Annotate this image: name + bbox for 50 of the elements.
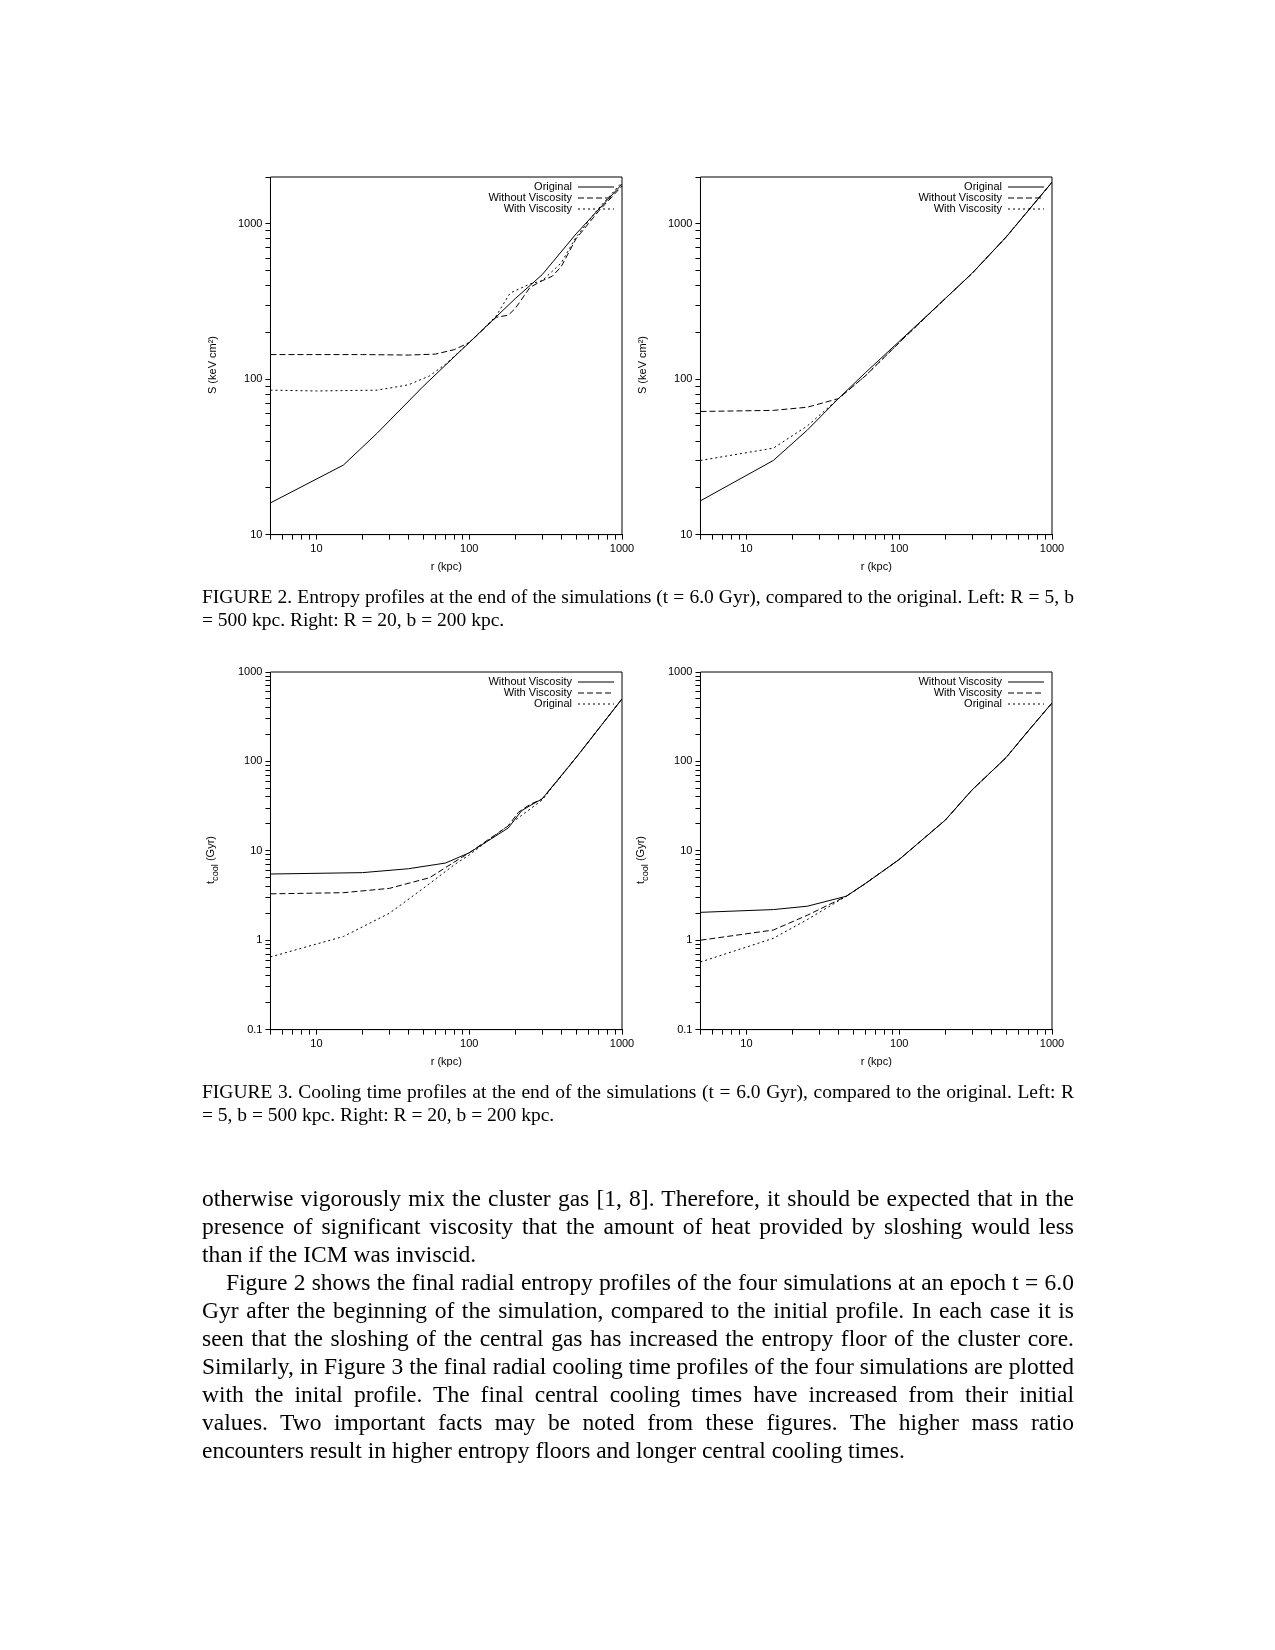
y-axis-title: S (keV cm²) bbox=[636, 335, 648, 395]
y-tick-label: 0.1 bbox=[677, 1022, 693, 1035]
caption: Figure 2 shows the final radial entropy profiles of the four simulations at an epoch t = 6.0 Gyr after the beginning of the simulation, compared to the initial profile. In each case it is seen that the sloshing of the central gas has increased the entropy floor of the cluster core. Similarly, in Figure 3 the final radial cooling time profiles of the four simulations are plotted with the inital profile. The final central cooling times have increased from their initial values. Two important facts may be noted from these figures. The higher mass ratio encounters result in higher entropy floors and longer central cooling times. bbox=[202, 1268, 1074, 1464]
x-tick-label: 10 bbox=[740, 542, 753, 555]
x-tick-label: 10 bbox=[740, 1037, 753, 1050]
x-tick-label: 1000 bbox=[1039, 542, 1065, 555]
x-tick-label: 1000 bbox=[609, 1037, 635, 1050]
y-tick-label: 1 bbox=[686, 933, 693, 946]
caption: FIGURE 2. Entropy profiles at the end of the simulations (t = 6.0 Gyr), compared to the original. Left: R = 5, b = 500 kpc. Right: R = 20, b = 200 kpc. bbox=[202, 585, 1074, 631]
x-axis-title: r (kpc) bbox=[860, 560, 892, 573]
legend-label: With Viscosity bbox=[933, 202, 1003, 215]
x-axis-title: r (kpc) bbox=[430, 1055, 462, 1068]
y-tick-label: 1 bbox=[256, 933, 263, 946]
x-tick-label: 100 bbox=[460, 542, 479, 555]
legend-label: Without Viscosity bbox=[488, 675, 573, 688]
y-tick-label: 1000 bbox=[237, 216, 263, 229]
x-tick-label: 100 bbox=[890, 542, 909, 555]
legend-label: With Viscosity bbox=[503, 202, 573, 215]
y-tick-label: 1000 bbox=[237, 665, 263, 678]
x-tick-label: 10 bbox=[310, 1037, 323, 1050]
y-tick-label: 10 bbox=[250, 843, 263, 856]
text: otherwise vigorously mix the cluster gas [1, 8]. Therefore, it should be expected that in the presence of significant viscosity that the amount of heat provided by sloshing would less than if the ICM was inviscid. bbox=[202, 1184, 1074, 1268]
y-tick-label: 0.1 bbox=[247, 1022, 263, 1035]
x-tick-label: 1000 bbox=[1039, 1037, 1065, 1050]
y-tick-label: 10 bbox=[680, 843, 693, 856]
y-tick-label: 10 bbox=[680, 527, 693, 540]
legend-label: Without Viscosity bbox=[918, 191, 1003, 204]
caption: FIGURE 3. Cooling time profiles at the end of the simulations (t = 6.0 Gyr), compared to the original. Left: R = 5, b = 500 kpc. Right: R = 20, b = 200 kpc. bbox=[202, 1080, 1074, 1126]
x-tick-label: 10 bbox=[310, 542, 323, 555]
y-axis-title: S (keV cm²) bbox=[206, 335, 218, 395]
x-axis-title: r (kpc) bbox=[430, 560, 462, 573]
y-tick-label: 1000 bbox=[667, 216, 693, 229]
y-tick-label: 100 bbox=[244, 372, 263, 385]
x-tick-label: 100 bbox=[460, 1037, 479, 1050]
legend-label: Original bbox=[534, 180, 572, 193]
legend-label: Original bbox=[964, 697, 1002, 710]
x-tick-label: 100 bbox=[890, 1037, 909, 1050]
legend-label: With Viscosity bbox=[503, 686, 573, 699]
legend-label: Original bbox=[964, 180, 1002, 193]
y-tick-label: 100 bbox=[674, 754, 693, 767]
legend-label: With Viscosity bbox=[933, 686, 1003, 699]
y-tick-label: 10 bbox=[250, 527, 263, 540]
legend-label: Without Viscosity bbox=[918, 675, 1003, 688]
legend-label: Original bbox=[534, 697, 572, 710]
legend-label: Without Viscosity bbox=[488, 191, 573, 204]
x-axis-title: r (kpc) bbox=[860, 1055, 892, 1068]
y-tick-label: 100 bbox=[244, 754, 263, 767]
x-tick-label: 1000 bbox=[609, 542, 635, 555]
y-tick-label: 1000 bbox=[667, 665, 693, 678]
y-tick-label: 100 bbox=[674, 372, 693, 385]
